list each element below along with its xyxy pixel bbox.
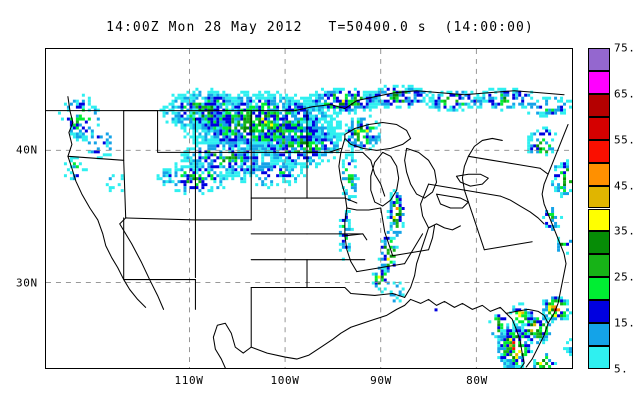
colorbar-band-40-45: [588, 185, 610, 209]
colorbar-band-5-10: [588, 346, 610, 369]
colorbar-tick-45: 45.: [614, 179, 636, 193]
colorbar-band-35-40: [588, 208, 610, 232]
colorbar-band-25-30: [588, 254, 610, 278]
colorbar-tick-55: 55.: [614, 133, 636, 147]
colorbar-band-15-20: [588, 300, 610, 324]
colorbar-band-60-65: [588, 93, 610, 117]
colorbar-band-10-15: [588, 323, 610, 347]
colorbar-band-50-55: [588, 139, 610, 163]
colorbar-tick-35: 35.: [614, 224, 636, 238]
colorbar-band-45-50: [588, 162, 610, 186]
colorbar-tick-25: 25.: [614, 270, 636, 284]
colorbar-tick-75: 75.: [614, 41, 636, 55]
colorbar-band-70-75: [588, 48, 610, 71]
reflectivity-echoes: [57, 84, 572, 368]
colorbar-band-20-25: [588, 277, 610, 301]
x-tick-80w: 80W: [466, 374, 488, 387]
x-tick-90w: 90W: [370, 374, 392, 387]
y-tick-30n: 30N: [16, 276, 38, 290]
colorbar-band-65-70: [588, 70, 610, 94]
title-model-time: T=50400.0 s (14:00:00): [328, 20, 534, 35]
reflectivity-colorbar: [588, 48, 610, 369]
colorbar-tick-5: 5.: [614, 362, 629, 376]
map-plot-area: [45, 48, 573, 369]
x-tick-100w: 100W: [270, 374, 300, 387]
map-canvas: [46, 49, 572, 368]
colorbar-band-55-60: [588, 116, 610, 140]
figure-title: 14:00Z Mon 28 May 2012 T=50400.0 s (14:00…: [0, 20, 640, 35]
colorbar-tick-65: 65.: [614, 87, 636, 101]
x-tick-110w: 110W: [174, 374, 204, 387]
colorbar-tick-15: 15.: [614, 316, 636, 330]
y-tick-40n: 40N: [16, 143, 38, 157]
map-boundaries: [46, 90, 569, 368]
colorbar-band-30-35: [588, 231, 610, 255]
title-timestamp: 14:00Z Mon 28 May 2012: [106, 20, 303, 35]
